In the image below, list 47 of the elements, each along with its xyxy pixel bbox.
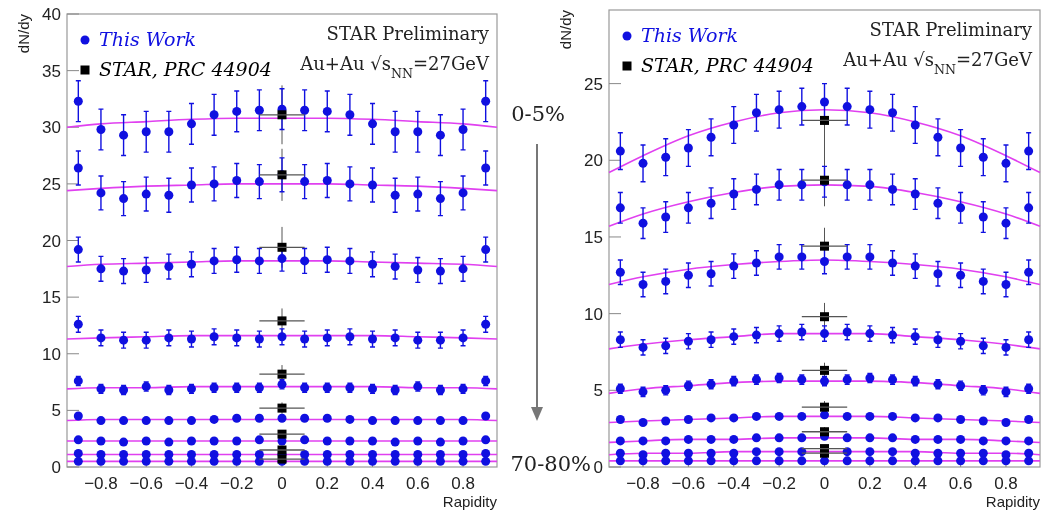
y-tick-label: 40 — [42, 5, 61, 24]
x-tick-label: 0.8 — [994, 474, 1018, 493]
y-axis-title: dN/dy — [15, 13, 32, 54]
annotation: Au+Au √s$_{NN}$=27GeV — [842, 49, 1033, 77]
legend-label: STAR, PRC 44904 — [641, 54, 814, 76]
x-tick-label: −0.8 — [626, 474, 660, 493]
y-tick-label: 0 — [51, 458, 61, 477]
text: 0-5% — [511, 102, 565, 126]
x-tick-label: 0.2 — [858, 474, 882, 493]
x-tick-label: −0.6 — [671, 474, 706, 493]
x-tick-label: −0.2 — [219, 474, 254, 493]
y-tick-label: 5 — [593, 381, 603, 401]
x-tick-label: 0.4 — [360, 474, 385, 493]
y-tick-label: 15 — [42, 288, 61, 308]
y-tick-label: 10 — [584, 304, 603, 324]
x-tick-label: −0.4 — [174, 474, 209, 493]
x-tick-label: −0.4 — [716, 474, 751, 493]
y-tick-label: 10 — [42, 344, 61, 364]
x-tick-label: 0.6 — [405, 474, 430, 493]
y-tick-label: 25 — [42, 174, 61, 194]
y-tick-label: 35 — [42, 61, 61, 81]
x-tick-label: 0.4 — [903, 474, 928, 493]
x-tick-label: 0 — [277, 474, 287, 493]
x-axis-title: Rapidity — [985, 493, 1041, 510]
annotation: STAR Preliminary — [326, 23, 490, 44]
y-tick-label: 0 — [593, 458, 603, 477]
x-tick-label: −0.2 — [762, 474, 796, 493]
x-tick-label: 0.8 — [451, 474, 475, 493]
annotation: STAR Preliminary — [869, 19, 1033, 40]
text: 70-80% — [510, 452, 591, 476]
y-tick-label: 25 — [584, 74, 603, 94]
y-tick-label: 20 — [42, 231, 61, 251]
y-axis-title: dN/dy — [557, 9, 574, 50]
y-tick-label: 20 — [584, 151, 603, 171]
legend-label: STAR, PRC 44904 — [99, 58, 272, 80]
x-tick-label: −0.6 — [129, 474, 163, 493]
x-tick-label: 0 — [819, 474, 830, 493]
y-tick-label: 5 — [51, 401, 61, 421]
y-tick-label: 15 — [584, 227, 603, 247]
x-tick-label: 0.2 — [315, 474, 340, 493]
legend-label: This Work — [99, 28, 197, 50]
x-axis-title: Rapidity — [442, 493, 498, 510]
x-tick-label: −0.8 — [84, 474, 118, 493]
x-tick-label: 0.6 — [948, 474, 973, 493]
legend-label: This Work — [641, 24, 739, 46]
annotation: Au+Au √s$_{NN}$=27GeV — [299, 53, 490, 81]
y-tick-label: 30 — [42, 118, 61, 138]
